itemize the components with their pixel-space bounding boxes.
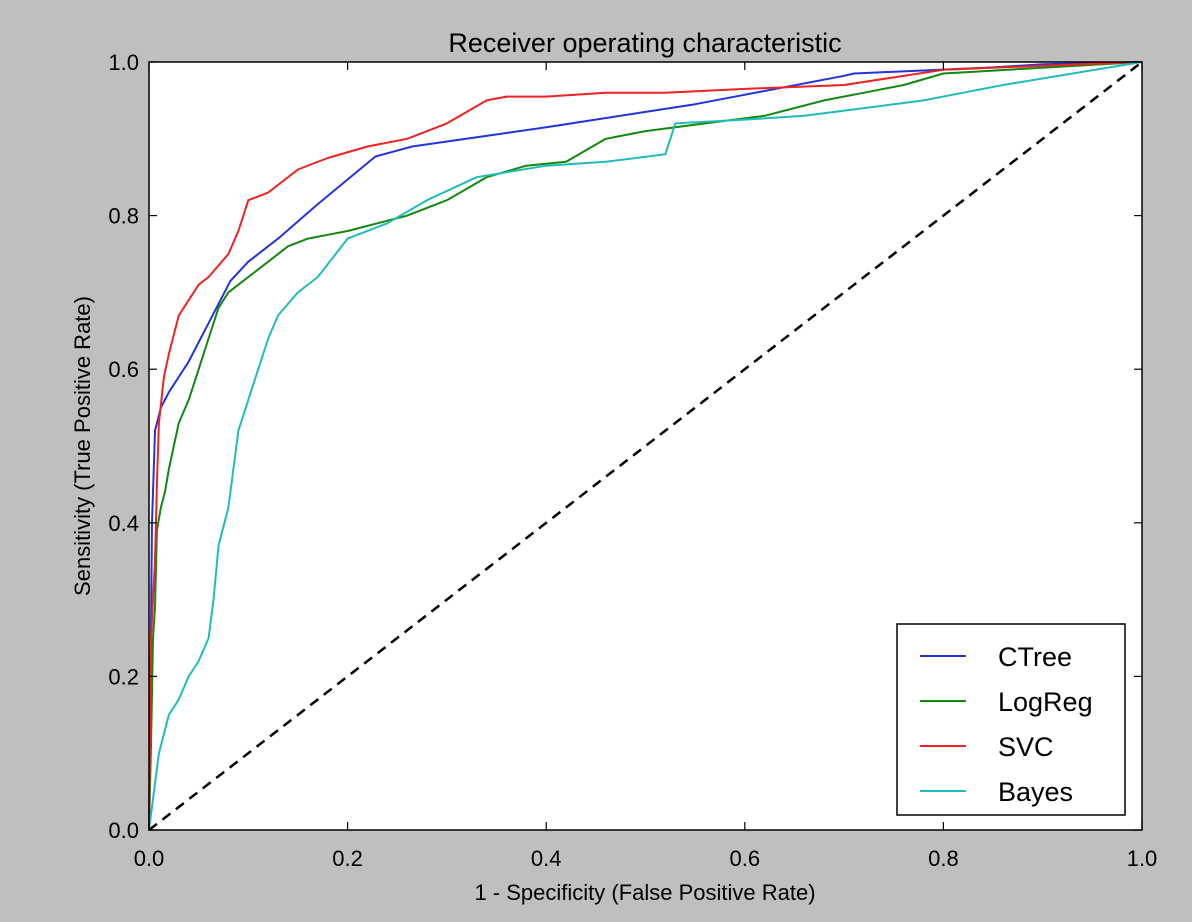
y-tick-label: 0.0 (108, 818, 139, 843)
series-line-svc (148, 61, 1143, 831)
series-layer (148, 61, 1143, 831)
legend: CTree LogReg SVC Bayes (896, 623, 1126, 816)
legend-label-bayes: Bayes (998, 777, 1073, 807)
y-axis-label: Sensitivity (True Positive Rate) (70, 296, 95, 596)
y-ticks: 0.0 0.2 0.4 0.6 0.8 1.0 (108, 50, 1142, 843)
x-ticks: 0.0 0.2 0.4 0.6 0.8 1.0 (134, 62, 1158, 871)
plot-frame (148, 61, 1143, 831)
x-tick-label: 0.6 (730, 846, 761, 871)
series-line-bayes (148, 61, 1143, 831)
legend-entries: CTree LogReg SVC Bayes (920, 642, 1093, 807)
reference-line-layer (148, 61, 1143, 831)
reference-diagonal-line (148, 61, 1143, 831)
legend-label-svc: SVC (998, 732, 1054, 762)
x-tick-label: 0.8 (928, 846, 959, 871)
y-tick-label: 0.8 (108, 204, 139, 229)
y-tick-label: 0.2 (108, 664, 139, 689)
x-tick-label: 0.4 (531, 846, 562, 871)
x-tick-label: 0.0 (134, 846, 165, 871)
x-tick-label: 0.2 (332, 846, 363, 871)
chart-title: Receiver operating characteristic (448, 28, 841, 58)
y-tick-label: 0.6 (108, 357, 139, 382)
series-line-ctree (148, 61, 1143, 831)
x-tick-label: 1.0 (1127, 846, 1158, 871)
x-axis-label: 1 - Specificity (False Positive Rate) (474, 880, 815, 905)
legend-label-logreg: LogReg (998, 687, 1093, 717)
legend-label-ctree: CTree (998, 642, 1072, 672)
y-tick-label: 0.4 (108, 511, 139, 536)
series-line-logreg (148, 61, 1143, 831)
y-tick-label: 1.0 (108, 50, 139, 75)
